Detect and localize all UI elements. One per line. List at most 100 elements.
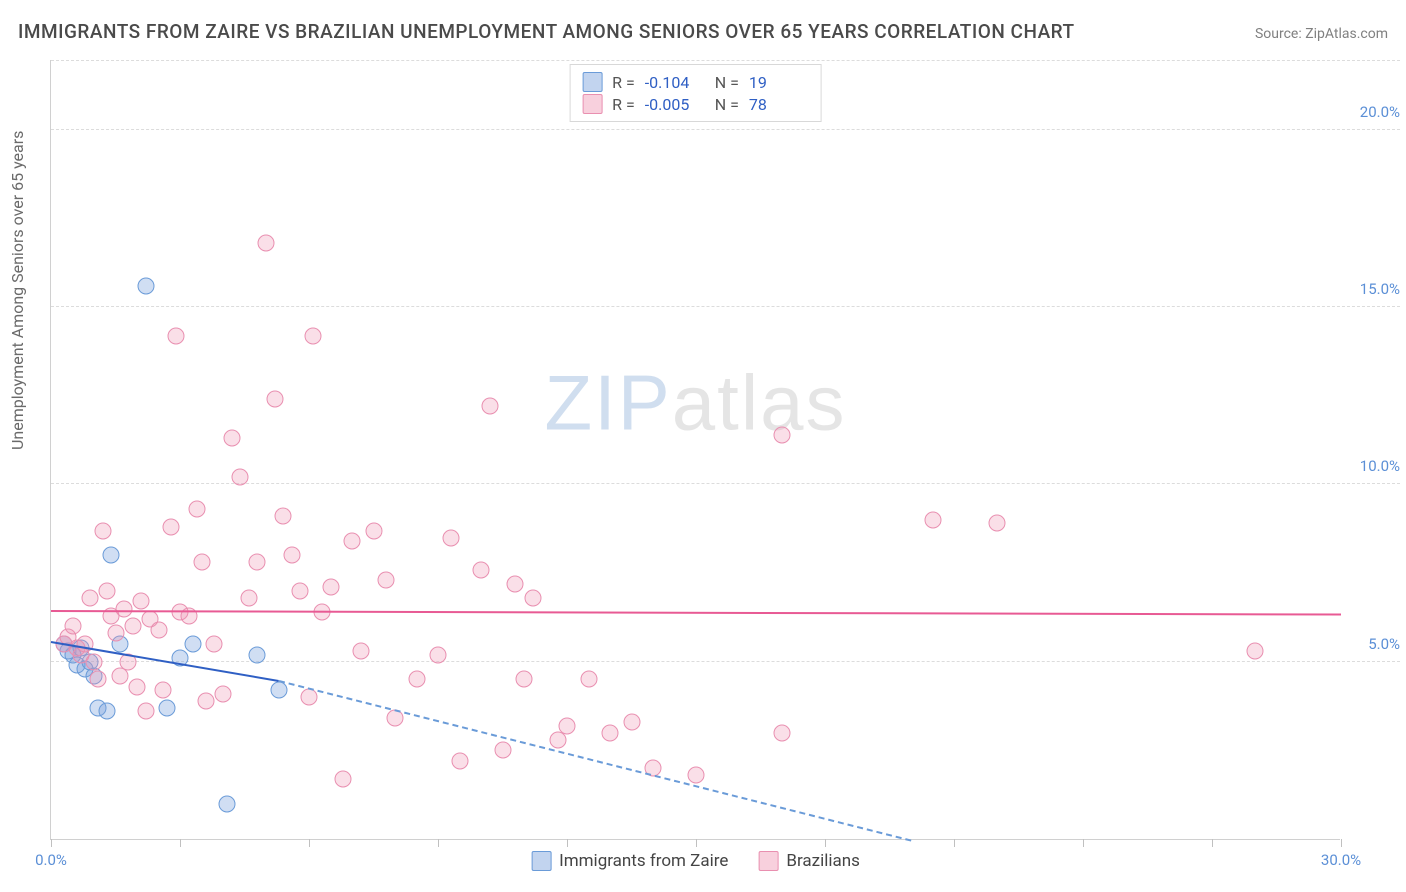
y-tick-label: 20.0% — [1345, 103, 1400, 121]
r-value-brazilians: -0.005 — [645, 95, 705, 114]
scatter-point — [774, 724, 791, 741]
y-tick-label: 5.0% — [1345, 635, 1400, 653]
source-label: Source: ZipAtlas.com — [1255, 26, 1388, 42]
scatter-point — [249, 646, 266, 663]
scatter-point — [249, 554, 266, 571]
x-tick — [180, 839, 181, 847]
scatter-point — [124, 618, 141, 635]
scatter-point — [150, 621, 167, 638]
x-tick — [567, 839, 568, 847]
scatter-point — [322, 579, 339, 596]
watermark-atlas: atlas — [672, 358, 847, 446]
scatter-point — [275, 508, 292, 525]
scatter-point — [266, 391, 283, 408]
gridline — [51, 129, 1400, 130]
x-tick — [954, 839, 955, 847]
scatter-point — [116, 600, 133, 617]
series-legend-label: Brazilians — [786, 851, 860, 871]
scatter-point — [86, 653, 103, 670]
scatter-point — [352, 643, 369, 660]
scatter-point — [223, 430, 240, 447]
scatter-point — [81, 589, 98, 606]
title-row: IMMIGRANTS FROM ZAIRE VS BRAZILIAN UNEMP… — [18, 20, 1388, 43]
scatter-point — [103, 547, 120, 564]
series-legend-item-zaire: Immigrants from Zaire — [531, 851, 728, 871]
source-name: ZipAtlas.com — [1305, 26, 1388, 42]
r-label: R = — [612, 73, 635, 92]
scatter-point — [344, 533, 361, 550]
n-value-brazilians: 78 — [749, 95, 809, 114]
scatter-point — [98, 582, 115, 599]
x-tick-label: 30.0% — [1321, 851, 1361, 869]
x-tick — [1212, 839, 1213, 847]
scatter-point — [215, 685, 232, 702]
legend-swatch-blue — [531, 851, 551, 871]
scatter-point — [137, 703, 154, 720]
chart-title: IMMIGRANTS FROM ZAIRE VS BRAZILIAN UNEMP… — [18, 20, 1075, 43]
scatter-point — [107, 625, 124, 642]
scatter-point — [688, 767, 705, 784]
scatter-point — [240, 589, 257, 606]
legend-swatch-pink — [582, 94, 602, 114]
x-tick — [438, 839, 439, 847]
scatter-point — [94, 522, 111, 539]
trend-line-zaire-extrapolated — [279, 680, 912, 841]
scatter-point — [1247, 643, 1264, 660]
gridline — [51, 483, 1400, 484]
scatter-point — [623, 714, 640, 731]
x-tick — [309, 839, 310, 847]
n-value-zaire: 19 — [749, 73, 809, 92]
x-tick — [1083, 839, 1084, 847]
scatter-point — [989, 515, 1006, 532]
x-tick-label: 0.0% — [35, 851, 67, 869]
r-value-zaire: -0.104 — [645, 73, 705, 92]
scatter-point — [473, 561, 490, 578]
x-tick — [51, 839, 52, 847]
scatter-point — [335, 770, 352, 787]
scatter-point — [430, 646, 447, 663]
scatter-point — [64, 618, 81, 635]
scatter-point — [924, 511, 941, 528]
scatter-point — [197, 692, 214, 709]
scatter-plot-area: ZIPatlas R = -0.104 N = 19 R = -0.005 N … — [50, 60, 1340, 840]
legend-swatch-blue — [582, 72, 602, 92]
scatter-point — [90, 671, 107, 688]
scatter-point — [481, 398, 498, 415]
scatter-point — [774, 426, 791, 443]
scatter-point — [524, 589, 541, 606]
x-tick — [696, 839, 697, 847]
n-label: N = — [715, 95, 739, 114]
y-tick-label: 10.0% — [1345, 457, 1400, 475]
scatter-point — [305, 327, 322, 344]
scatter-point — [154, 682, 171, 699]
correlation-legend: R = -0.104 N = 19 R = -0.005 N = 78 — [569, 64, 822, 122]
scatter-point — [283, 547, 300, 564]
scatter-point — [602, 724, 619, 741]
scatter-point — [258, 235, 275, 252]
scatter-point — [206, 636, 223, 653]
series-legend-item-brazilians: Brazilians — [758, 851, 860, 871]
scatter-point — [580, 671, 597, 688]
scatter-point — [451, 753, 468, 770]
scatter-point — [133, 593, 150, 610]
scatter-point — [184, 636, 201, 653]
correlation-legend-row-brazilians: R = -0.005 N = 78 — [582, 94, 809, 114]
x-tick — [1341, 839, 1342, 847]
series-legend: Immigrants from Zaire Brazilians — [531, 851, 860, 871]
legend-swatch-pink — [758, 851, 778, 871]
scatter-point — [516, 671, 533, 688]
scatter-point — [365, 522, 382, 539]
scatter-point — [159, 699, 176, 716]
watermark-zip: ZIP — [544, 358, 671, 446]
r-label: R = — [612, 95, 635, 114]
y-tick-label: 15.0% — [1345, 280, 1400, 298]
scatter-point — [129, 678, 146, 695]
trend-line-brazilians — [51, 610, 1341, 616]
scatter-point — [507, 575, 524, 592]
scatter-point — [408, 671, 425, 688]
x-tick — [825, 839, 826, 847]
scatter-point — [378, 572, 395, 589]
scatter-point — [193, 554, 210, 571]
y-axis-label: Unemployment Among Seniors over 65 years — [8, 131, 27, 450]
scatter-point — [167, 327, 184, 344]
